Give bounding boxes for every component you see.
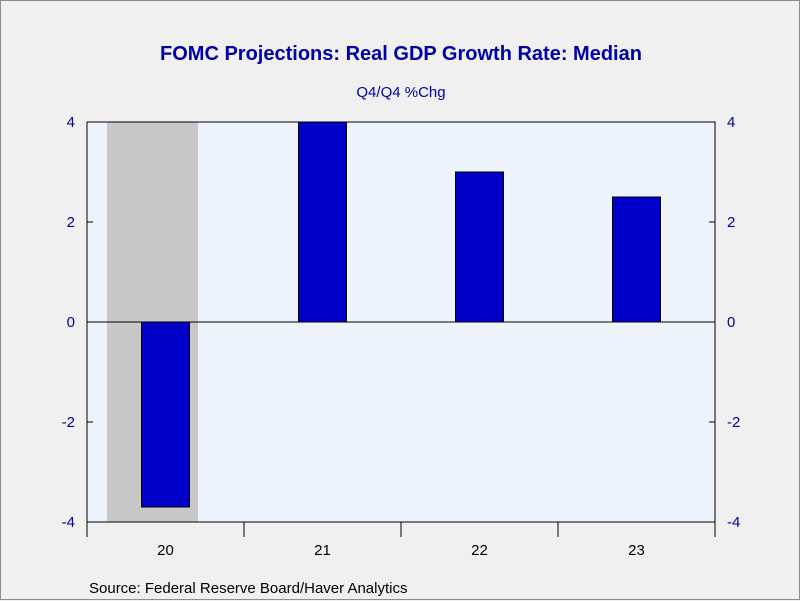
bar-21 bbox=[298, 121, 347, 323]
right-tick-label: -2 bbox=[727, 414, 740, 431]
right-tick-label: -4 bbox=[727, 514, 740, 531]
left-axis: -4 -2 0 2 4 bbox=[62, 114, 93, 531]
x-axis: 20 21 22 23 bbox=[86, 522, 716, 559]
left-tick-label: 0 bbox=[67, 314, 75, 331]
x-tick-label-20: 20 bbox=[157, 542, 174, 559]
chart-subtitle: Q4/Q4 %Chg bbox=[356, 84, 445, 101]
left-tick-label: 2 bbox=[67, 214, 75, 231]
bar-23 bbox=[612, 196, 661, 323]
chart-title: FOMC Projections: Real GDP Growth Rate: … bbox=[160, 43, 642, 65]
bars-group bbox=[141, 121, 661, 508]
left-tick-label: -2 bbox=[62, 414, 75, 431]
x-tick-label-23: 23 bbox=[628, 542, 645, 559]
x-tick-label-22: 22 bbox=[471, 542, 488, 559]
source-note: Source: Federal Reserve Board/Haver Anal… bbox=[89, 580, 407, 597]
right-tick-label: 4 bbox=[727, 114, 735, 131]
bar-20 bbox=[141, 321, 190, 508]
right-axis: -4 -2 0 2 4 bbox=[709, 114, 740, 531]
right-tick-label: 0 bbox=[727, 314, 735, 331]
left-tick-label: 4 bbox=[67, 114, 75, 131]
x-tick-label-21: 21 bbox=[314, 542, 331, 559]
right-tick-label: 2 bbox=[727, 214, 735, 231]
bar-22 bbox=[455, 171, 504, 323]
left-tick-label: -4 bbox=[62, 514, 75, 531]
